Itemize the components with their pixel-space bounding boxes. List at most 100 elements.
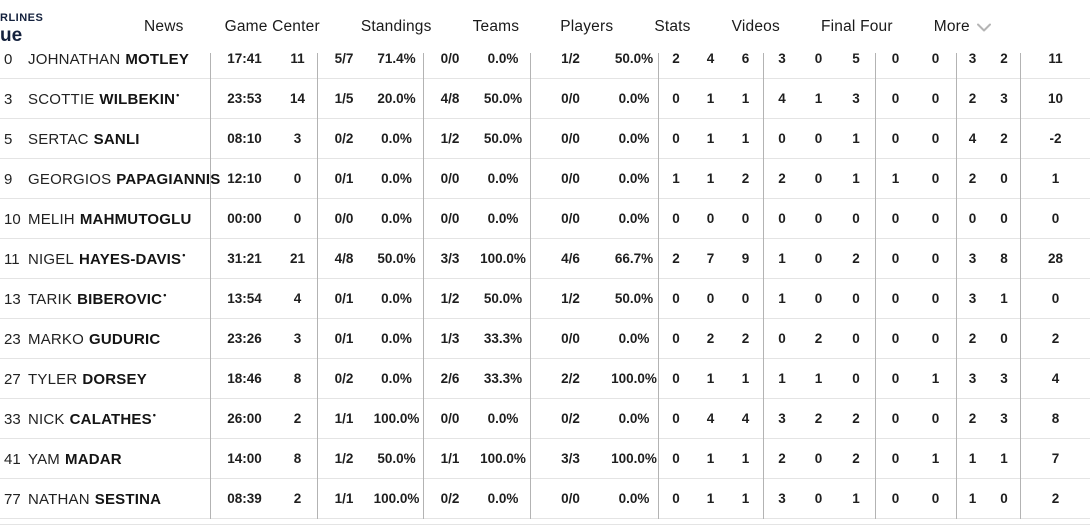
stat-reb-o: 0 [658,279,693,319]
nav-item-teams[interactable]: Teams [473,18,520,36]
player-name-cell[interactable]: 41 YAM MADAR [0,439,210,479]
stat-pts: 2 [293,411,302,426]
stat-blk-fv: 0 [875,119,915,159]
nav-item-stats[interactable]: Stats [654,18,690,36]
stat-ft-pct: 66.7% [614,251,654,266]
nav-item-news[interactable]: News [144,18,184,36]
player-name-cell[interactable]: 13 TARIK BIBEROVIC• [0,279,210,319]
stat-ft-pct: 0.0% [618,131,650,146]
player-name-cell[interactable]: 77 NATHAN SESTINA [0,479,210,519]
stat-reb-d: 0 [706,291,715,306]
stat-3fg: 0/0 [423,399,476,439]
player-first-name: NATHAN [28,490,90,508]
stat-foul-cm: 3 [956,239,988,279]
stat-2fg-pct: 50.0% [377,451,416,466]
player-name-cell[interactable]: 3 SCOTTIE WILBEKIN• [0,79,210,119]
stat-pts: 0 [293,211,302,226]
stat-foul-rv: 0 [1000,331,1008,346]
player-row: 9 GEORGIOS PAPAGIANNIS 12:10 0 0/1 0.0% 0/0 0.0%… [0,159,1090,199]
stat-reb-d: 1 [706,91,715,106]
stat-stl: 0 [814,171,823,186]
stat-ft: 4/6 [530,239,610,279]
stat-2fg-pct: 0.0% [381,171,412,186]
stat-2fg-pct: 71.4% [377,53,416,66]
player-name-cell[interactable]: 5 SERTAC SANLI [0,119,210,159]
stat-foul-cm: 2 [956,79,988,119]
stat-reb-o: 0 [658,399,693,439]
stat-blk-fv: 0 [875,439,915,479]
stat-stl: 0 [814,251,823,266]
stat-min: 23:53 [210,79,278,119]
player-name-cell[interactable]: 0 JOHNATHAN MOTLEY [0,53,210,79]
stat-2fg: 1/5 [317,79,370,119]
stat-pts: 0 [293,171,302,186]
stat-pir: 4 [1020,359,1090,399]
stat-3fg-pct: 33.3% [483,371,523,386]
stat-reb-t: 2 [741,331,750,346]
stat-ft-pct: 50.0% [614,291,654,306]
player-first-name: NICK [28,410,65,428]
stat-2fg-pct: 50.0% [377,251,416,266]
stat-3fg-pct: 50.0% [483,291,523,306]
stat-blk-fv: 0 [875,279,915,319]
stat-3fg: 0/0 [423,199,476,239]
stat-reb-t: 1 [741,91,750,106]
stat-blk-fv: 0 [875,53,915,79]
stat-blk-ag: 0 [931,491,940,506]
nav-item-more[interactable]: More [934,17,991,37]
stat-3fg-pct: 100.0% [480,251,526,266]
stat-3fg: 1/2 [423,279,476,319]
stat-2fg-pct: 0.0% [381,131,412,146]
nav-item-videos[interactable]: Videos [732,18,780,36]
stat-foul-cm: 3 [956,359,988,399]
player-row: 5 SERTAC SANLI 08:10 3 0/2 0.0% 1/2 50.0% 0/0 0.0%… [0,119,1090,159]
stat-blk-ag: 1 [931,371,940,386]
stat-blk-ag: 0 [931,171,940,186]
stat-3fg: 1/3 [423,319,476,359]
stat-foul-rv: 3 [1000,91,1008,106]
player-row: 41 YAM MADAR 14:00 8 1/2 50.0% 1/1 100.0% 3/3 100.… [0,439,1090,479]
nav-item-final-four[interactable]: Final Four [821,18,893,36]
player-row: 27 TYLER DORSEY 18:46 8 0/2 0.0% 2/6 33.3% 2/2 100… [0,359,1090,399]
player-name-cell[interactable]: 9 GEORGIOS PAPAGIANNIS [0,159,220,199]
stat-foul-rv: 3 [1000,371,1008,386]
player-name-cell[interactable]: 10 MELIH MAHMUTOGLU [0,199,210,239]
jersey-number: 41 [4,450,21,468]
player-last-name: MAHMUTOGLU [79,210,192,228]
stat-blk-ag: 0 [931,53,940,66]
player-last-name: CALATHES• [69,409,157,428]
player-name-cell[interactable]: 23 MARKO GUDURIC [0,319,210,359]
logo-text-bottom: ue [0,25,23,46]
stat-reb-o: 2 [658,239,693,279]
stat-pir: 28 [1020,239,1090,279]
player-last-name: MOTLEY [125,53,190,68]
stat-3fg: 2/6 [423,359,476,399]
nav-item-players[interactable]: Players [560,18,613,36]
stat-stl: 1 [814,91,823,106]
stat-ft-pct: 0.0% [618,171,650,186]
nav-item-game-center[interactable]: Game Center [225,18,320,36]
stat-ft-pct: 0.0% [618,491,650,506]
euroleague-logo[interactable]: RLINES ue [0,12,43,45]
stat-stl: 0 [814,211,823,226]
nav-item-standings[interactable]: Standings [361,18,432,36]
player-row: 13 TARIK BIBEROVIC• 13:54 4 0/1 0.0% 1/2 50.0% 1/… [0,279,1090,319]
stat-to: 3 [852,91,860,106]
player-name-cell[interactable]: 33 NICK CALATHES• [0,399,210,439]
stat-foul-cm: 3 [956,279,988,319]
stat-to: 1 [852,171,860,186]
stat-pts: 8 [293,371,302,386]
nav-item-label: Players [560,17,614,35]
stat-reb-o: 0 [658,119,693,159]
stat-stl: 0 [814,53,823,66]
player-name-cell[interactable]: 11 NIGEL HAYES-DAVIS• [0,239,210,279]
stat-ft: 0/0 [530,479,610,519]
player-name-cell[interactable]: 27 TYLER DORSEY [0,359,210,399]
stat-ast: 2 [763,439,800,479]
stat-foul-cm: 0 [956,199,988,239]
stat-foul-rv: 3 [1000,411,1008,426]
jersey-number: 77 [4,490,21,508]
stat-foul-rv: 0 [1000,211,1008,226]
stat-reb-t: 1 [741,451,750,466]
player-row: 11 NIGEL HAYES-DAVIS• 31:21 21 4/8 50.0% 3/3 100… [0,239,1090,279]
